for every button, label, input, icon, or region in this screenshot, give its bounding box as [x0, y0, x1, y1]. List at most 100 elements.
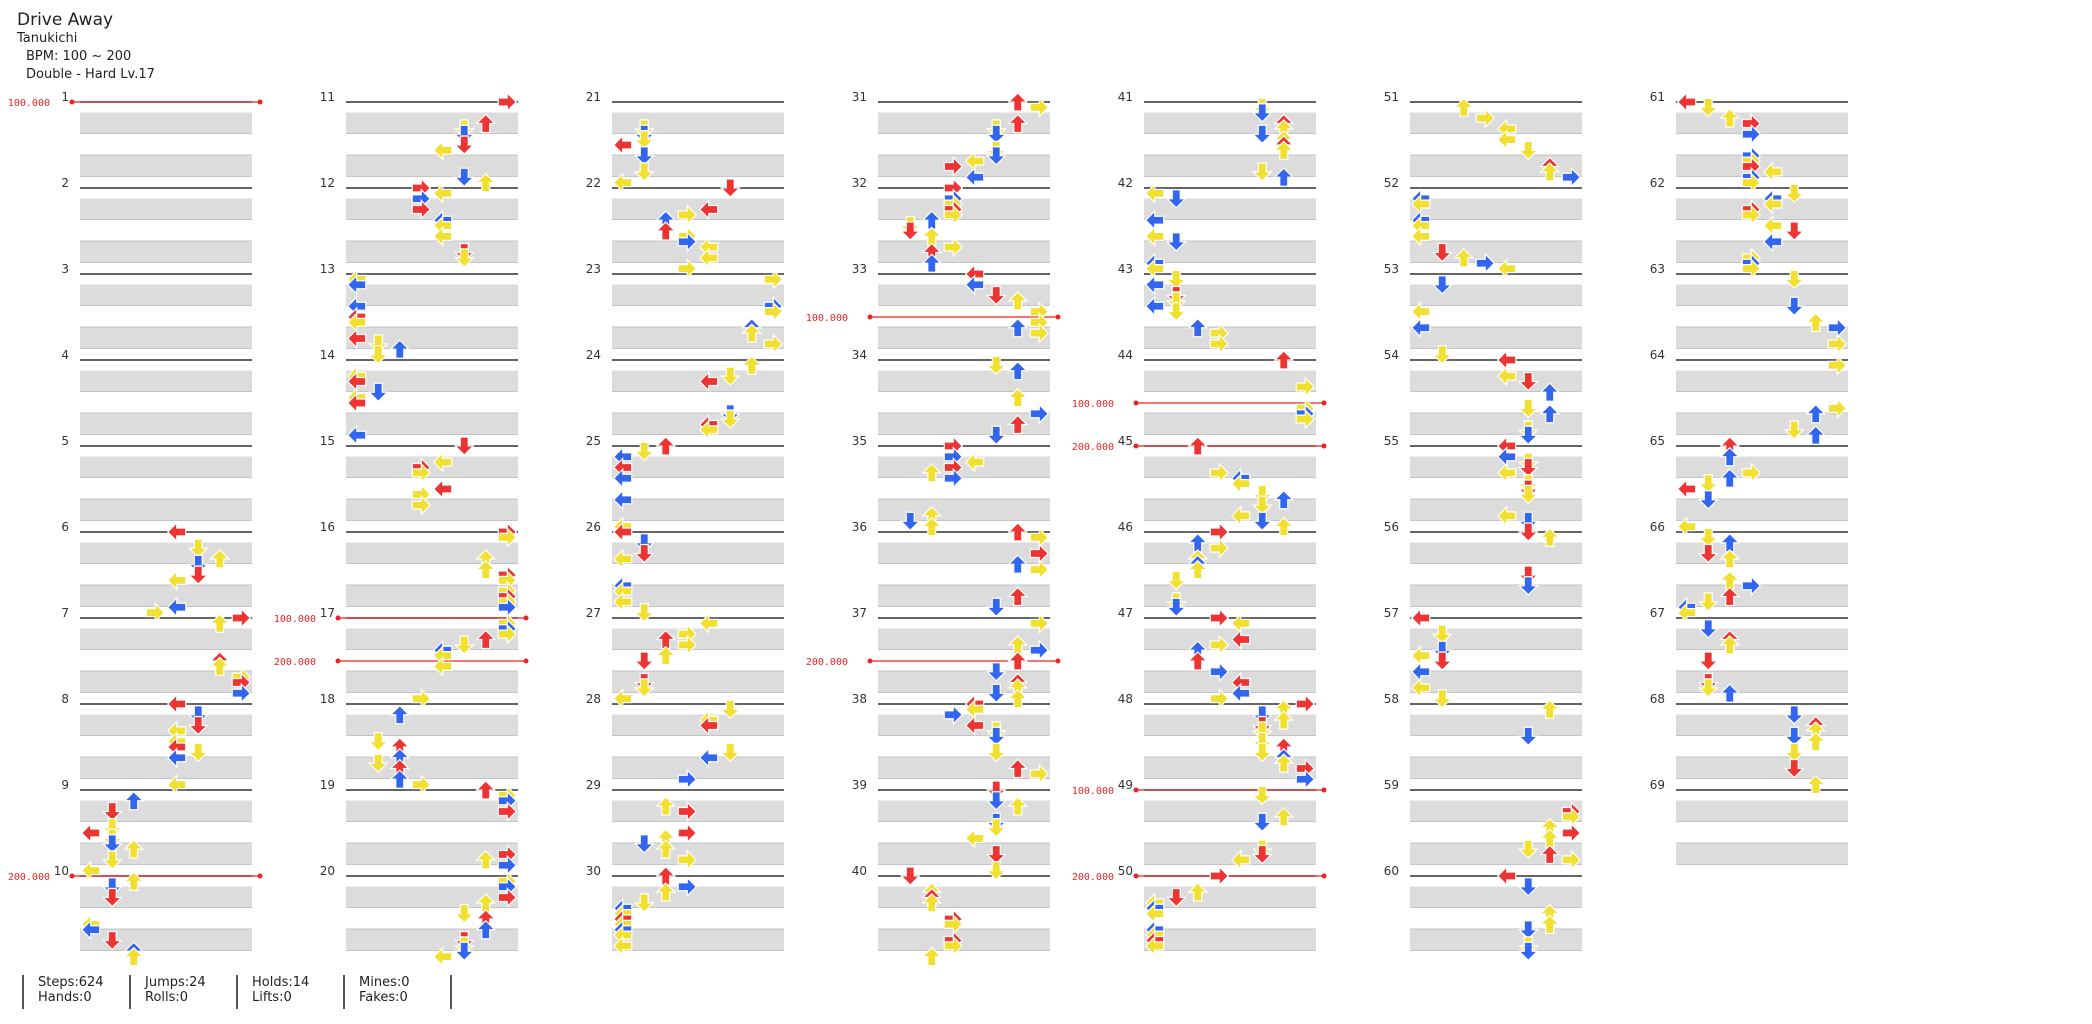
down-arrow — [1517, 941, 1539, 962]
left-arrow — [698, 747, 719, 769]
measure-number: 10 — [54, 864, 69, 878]
down-arrow — [633, 651, 655, 671]
measure-number: 67 — [1650, 606, 1665, 620]
up-arrow — [1007, 291, 1029, 311]
measure-number: 38 — [852, 692, 867, 706]
right-arrow — [1827, 354, 1848, 376]
down-arrow — [453, 941, 475, 962]
beat-band — [878, 929, 1050, 951]
down-arrow — [719, 409, 741, 429]
up-arrow — [921, 893, 943, 913]
up-arrow — [475, 113, 497, 134]
up-arrow — [1453, 97, 1475, 117]
left-arrow — [612, 935, 633, 957]
measure-number: 12 — [320, 176, 335, 190]
bpm-change-dot — [867, 314, 873, 320]
up-arrow — [1007, 651, 1029, 671]
beat-band — [878, 671, 1050, 693]
beat-band — [612, 628, 784, 650]
up-arrow — [1273, 489, 1295, 510]
down-arrow — [985, 818, 1007, 838]
left-arrow — [166, 774, 187, 796]
right-arrow — [677, 849, 698, 871]
down-arrow — [187, 565, 209, 585]
beat-band — [878, 284, 1050, 306]
left-arrow — [1144, 935, 1165, 957]
beat-band — [346, 284, 518, 306]
left-arrow — [432, 225, 453, 247]
up-arrow — [475, 850, 497, 870]
bpm-change-label: 100.000 — [1072, 399, 1114, 410]
up-arrow — [921, 946, 943, 967]
measure-number: 4 — [61, 348, 69, 362]
beat-band — [80, 843, 252, 865]
beat-band — [80, 499, 252, 521]
measure-number: 57 — [1384, 606, 1399, 620]
measure-number: 59 — [1384, 778, 1399, 792]
down-arrow — [1517, 484, 1539, 505]
left-arrow — [1676, 91, 1697, 113]
up-arrow — [1539, 914, 1561, 934]
up-arrow — [921, 516, 943, 537]
beat-band — [346, 456, 518, 478]
beat-band — [1410, 413, 1582, 435]
down-arrow — [1165, 597, 1187, 618]
up-arrow — [1187, 559, 1209, 580]
measure-number: 68 — [1650, 692, 1665, 706]
beat-band — [80, 198, 252, 220]
beat-band — [80, 800, 252, 822]
beat-band — [1676, 714, 1848, 736]
stat-holds: Holds:14 — [252, 975, 310, 990]
up-arrow — [1273, 753, 1295, 773]
measure-number: 55 — [1384, 434, 1399, 448]
beat-band — [612, 241, 784, 263]
measure-number: 15 — [320, 434, 335, 448]
up-arrow — [123, 839, 145, 859]
up-arrow — [475, 559, 497, 580]
stat-lifts: Lifts:0 — [252, 990, 292, 1005]
down-arrow — [1431, 275, 1453, 295]
up-arrow — [1539, 527, 1561, 547]
beat-band — [80, 671, 252, 693]
right-arrow — [763, 301, 784, 323]
measure-number: 30 — [586, 864, 601, 878]
measure-number: 25 — [586, 434, 601, 448]
down-arrow — [453, 635, 475, 655]
right-arrow — [943, 204, 964, 226]
bpm-change-dot — [1321, 873, 1327, 879]
down-arrow — [1783, 420, 1805, 440]
left-arrow — [964, 166, 985, 188]
beat-band — [346, 155, 518, 177]
left-arrow — [612, 591, 633, 613]
measure-number: 5 — [61, 434, 69, 448]
beat-band — [1676, 542, 1848, 564]
beat-band — [1410, 886, 1582, 908]
down-arrow — [633, 603, 655, 623]
beat-band — [346, 671, 518, 693]
down-arrow — [1251, 844, 1273, 865]
right-arrow — [1029, 559, 1050, 581]
left-arrow — [612, 489, 633, 511]
measure-number: 31 — [852, 90, 867, 104]
beat-band — [1410, 929, 1582, 951]
beat-band — [878, 542, 1050, 564]
left-arrow — [166, 521, 187, 543]
measure-number: 54 — [1384, 348, 1399, 362]
down-arrow — [453, 904, 475, 924]
measure-number: 35 — [852, 434, 867, 448]
left-arrow — [1496, 505, 1517, 527]
down-arrow — [1517, 140, 1539, 161]
left-arrow — [1410, 677, 1431, 699]
up-arrow — [123, 790, 145, 811]
measure-number: 39 — [852, 778, 867, 792]
up-arrow — [1007, 796, 1029, 816]
down-arrow — [985, 124, 1007, 145]
beat-band — [1676, 800, 1848, 822]
down-arrow — [1165, 302, 1187, 322]
bpm-change-label: 200.000 — [274, 657, 316, 668]
beat-band — [612, 370, 784, 392]
beat-band — [1410, 370, 1582, 392]
down-arrow — [633, 441, 655, 462]
up-arrow — [1539, 382, 1561, 402]
left-arrow — [346, 328, 367, 349]
